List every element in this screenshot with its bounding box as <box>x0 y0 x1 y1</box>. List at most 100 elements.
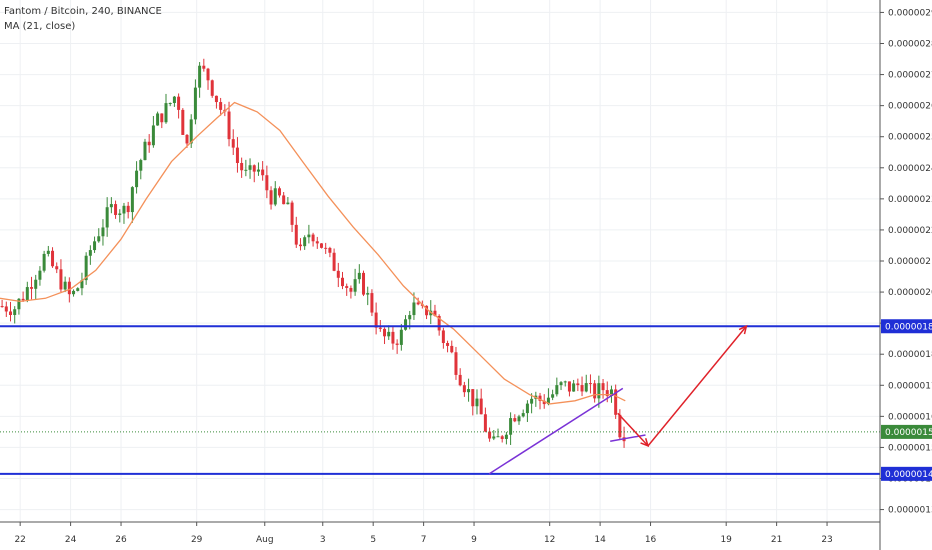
candle-down <box>231 139 235 148</box>
candle-down <box>59 269 63 290</box>
candle-up <box>408 315 412 320</box>
candle-down <box>462 385 466 393</box>
y-tick-label: 0.00000210 <box>888 257 932 267</box>
candle-down <box>319 243 323 248</box>
ma-21-line <box>0 101 626 405</box>
candle-down <box>437 315 441 331</box>
chart-legend: Fantom / Bitcoin, 240, BINANCE MA (21, c… <box>4 4 162 34</box>
y-tick-label: 0.00000170 <box>888 381 932 391</box>
chart-grid <box>0 0 880 522</box>
candle-down <box>349 287 353 292</box>
x-tick-label: 16 <box>645 535 657 545</box>
candle-up <box>105 207 109 228</box>
indicator-label[interactable]: MA (21, close) <box>4 21 76 32</box>
candle-down <box>513 418 517 422</box>
candle-up <box>244 169 248 171</box>
candle-down <box>446 343 450 346</box>
candle-down <box>458 374 462 386</box>
drawings-layer <box>0 324 880 475</box>
candle-down <box>202 65 206 69</box>
candle-down <box>177 96 181 110</box>
candle-down <box>206 68 210 81</box>
candle-up <box>88 250 92 256</box>
level-price-tag <box>881 466 932 481</box>
x-tick-label: Aug <box>256 535 274 545</box>
candle-up <box>525 403 529 414</box>
candle-up <box>504 434 508 439</box>
candle-down <box>30 287 34 289</box>
candle-down <box>294 224 298 245</box>
candle-up <box>256 169 260 172</box>
candle-down <box>471 389 475 407</box>
candle-up <box>248 165 252 170</box>
last-price-tag <box>881 424 932 439</box>
x-tick-label: 21 <box>771 535 782 545</box>
candle-down <box>55 266 59 270</box>
candle-up <box>72 290 76 295</box>
y-tick-label: 0.00000220 <box>888 226 932 236</box>
candle-down <box>567 381 571 392</box>
candle-down <box>576 383 580 386</box>
candle-up <box>143 141 147 161</box>
time-axis[interactable]: 22 24 26 29 Aug 3 5 7 9 12 14 16 19 21 23 <box>0 521 880 545</box>
candle-down <box>450 345 454 353</box>
candle-down <box>593 383 597 399</box>
candle-up <box>168 103 172 105</box>
candle-down <box>542 400 546 405</box>
candle-down <box>126 205 130 213</box>
price-axis[interactable]: 0.000001300.000001400.000001500.00000160… <box>879 0 932 550</box>
candle-up <box>17 298 21 310</box>
candle-down <box>227 111 231 140</box>
x-tick-label: 22 <box>14 535 25 545</box>
candle-up <box>387 331 391 337</box>
x-tick-label: 24 <box>65 535 77 545</box>
candle-down <box>454 352 458 375</box>
candle-down <box>341 277 345 287</box>
candle-down <box>21 298 25 301</box>
candle-up <box>93 241 97 251</box>
candle-up <box>97 236 101 242</box>
symbol-title[interactable]: Fantom / Bitcoin, 240, BINANCE <box>4 6 162 17</box>
candle-down <box>324 247 328 249</box>
candle-up <box>76 288 80 291</box>
candle-up <box>353 279 357 292</box>
x-tick-label: 26 <box>115 535 127 545</box>
y-tick-label: 0.00000280 <box>888 40 932 50</box>
candle-down <box>614 389 618 415</box>
candle-down <box>9 311 13 315</box>
candle-up <box>189 119 193 144</box>
candle-up <box>517 416 521 422</box>
candle-down <box>391 331 395 344</box>
candle-up <box>404 319 408 330</box>
candle-down <box>240 162 244 171</box>
candle-down <box>67 281 71 295</box>
candle-down <box>500 436 504 439</box>
candle-up <box>63 281 67 290</box>
candle-up <box>357 272 361 280</box>
candle-up <box>584 383 588 392</box>
candle-down <box>395 343 399 345</box>
candle-down <box>601 383 605 391</box>
x-tick-label: 5 <box>370 535 376 545</box>
y-tick-label: 0.00000200 <box>888 288 932 298</box>
candle-down <box>265 175 269 191</box>
candle-down <box>332 252 336 271</box>
candle-up <box>25 287 29 301</box>
candle-down <box>336 270 340 278</box>
x-tick-label: 29 <box>191 535 203 545</box>
candle-up <box>198 65 202 88</box>
x-tick-label: 9 <box>471 535 477 545</box>
candle-down <box>488 431 492 439</box>
candle-up <box>521 413 525 417</box>
candle-up <box>609 389 613 396</box>
candle-down <box>261 169 265 176</box>
candle-up <box>546 397 550 405</box>
y-tick-label: 0.00000130 <box>888 506 932 516</box>
candle-down <box>425 305 429 316</box>
candle-down <box>618 414 622 438</box>
projection-arrow-up-head <box>738 324 748 335</box>
candle-down <box>147 141 151 146</box>
plot-area <box>0 58 626 448</box>
x-tick-label: 12 <box>544 535 555 545</box>
